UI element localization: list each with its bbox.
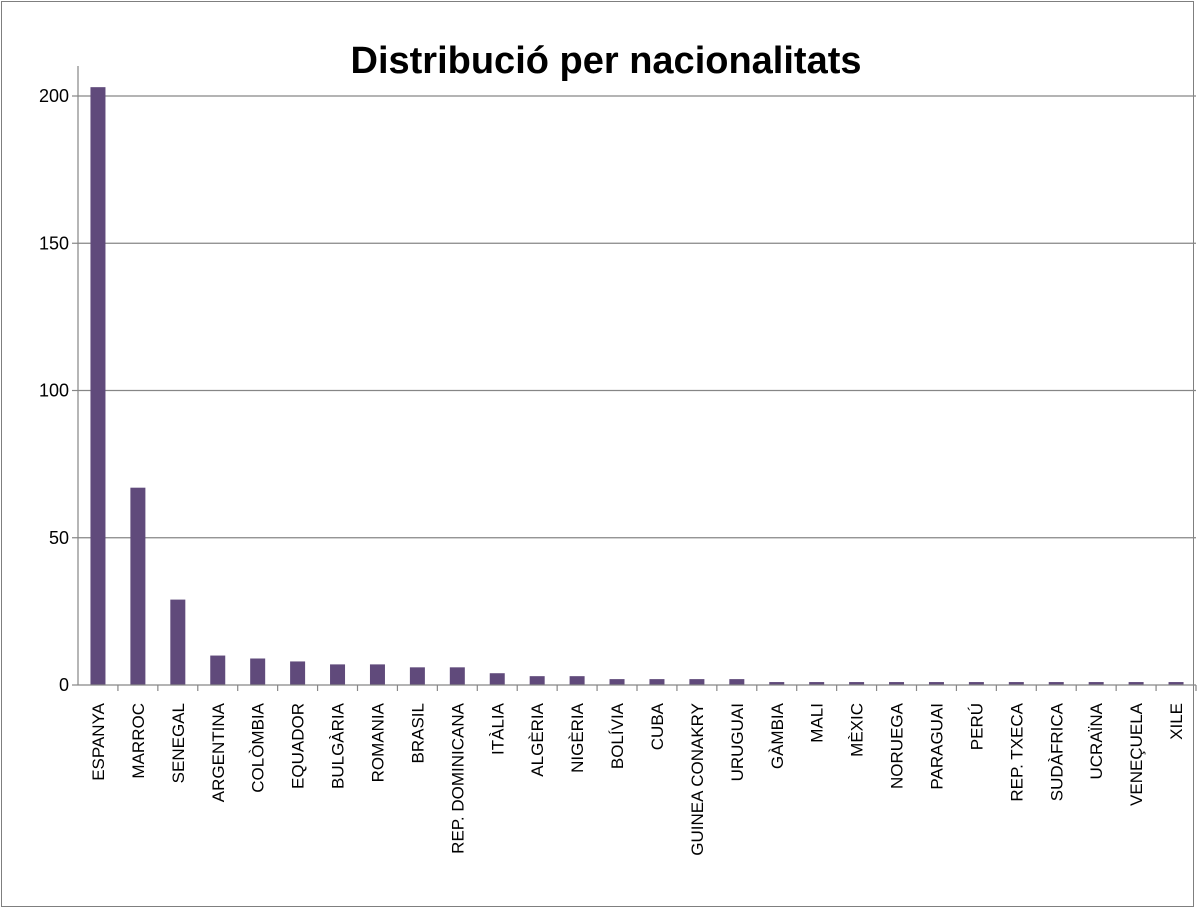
x-tick-label: MÈXIC [848,703,867,757]
bar-senegal [170,599,186,685]
chart-title: Distribució per nacionalitats [351,40,862,82]
y-tick-label: 200 [39,86,69,106]
x-tick-label: PERÚ [967,703,986,750]
x-tick-label: MARROC [129,703,148,779]
bar-argentina [210,655,226,685]
x-tick-label: REP. DOMINICANA [448,702,467,853]
x-tick-label: XILE [1167,703,1186,740]
labels: 0 50 100 150 200 ESPANYA MARROC SENEGAL ARGENTIN… [39,86,1186,856]
x-tick-label: ALGÈRIA [528,702,547,776]
x-tick-label: ESPANYA [89,702,108,780]
x-tick-label: GÀMBIA [768,702,787,769]
bar-bulg-ria [330,664,346,685]
x-tick-label: VENEÇUELA [1127,702,1146,806]
gridlines [78,95,1196,539]
x-tick-label: ITÀLIA [488,702,507,755]
bar-marroc [130,487,146,685]
x-tick-label: ARGENTINA [209,702,228,802]
y-tick-label: 50 [49,528,69,548]
bar-brasil [409,667,425,685]
bar-noruega [889,682,905,685]
bars [90,87,1184,686]
y-tick-label: 150 [39,233,69,253]
bar-it-lia [489,673,505,685]
bar-bol-via [609,679,625,685]
bar-mali [809,682,825,685]
x-tick-label: CUBA [648,702,667,750]
x-tick-label: NIGÈRIA [568,702,587,773]
bar-equador [290,661,306,685]
x-tick-label: COLÒMBIA [249,702,268,792]
bar-col-mbia [250,658,266,685]
x-tick-label: EQUADOR [289,703,308,789]
bar-guinea-conakry [689,679,705,685]
x-tick-label: ROMANIA [368,702,387,782]
x-tick-label: SENEGAL [169,703,188,783]
bar-cuba [649,679,665,685]
bar-uruguai [729,679,745,685]
x-tick-label: GUINEA CONAKRY [688,703,707,856]
bar-nig-ria [569,676,585,685]
x-tick-label: SUDÀFRICA [1047,702,1066,801]
y-tick-label: 0 [59,675,69,695]
x-tick-label: MALI [808,703,827,743]
bar-sud-frica [1048,682,1064,685]
bar-per- [968,682,984,685]
x-tick-label: UCRAÏNA [1087,702,1106,779]
bar-rep-dominicana [449,667,465,685]
bar-rep-txeca [1008,682,1024,685]
bar-ucra-na [1088,682,1104,685]
axes [72,66,1197,691]
bar-xile [1168,682,1184,685]
bar-alg-ria [529,676,545,685]
bar-romania [369,664,385,685]
x-tick-label: REP. TXECA [1007,702,1026,801]
x-tick-label: NORUEGA [888,702,907,789]
y-tick-label: 100 [39,381,69,401]
x-tick-label: BRASIL [408,703,427,763]
x-tick-label: BOLÍVIA [608,702,627,769]
x-tick-label: PARAGUAI [927,703,946,790]
x-tick-label: BULGÀRIA [329,702,348,789]
x-tick-label: URUGUAI [728,703,747,781]
bar-g-mbia [769,682,785,685]
bar-espanya [90,87,106,686]
bar-paraguai [928,682,944,685]
bar-m-xic [849,682,865,685]
bar-vene-uela [1128,682,1144,685]
